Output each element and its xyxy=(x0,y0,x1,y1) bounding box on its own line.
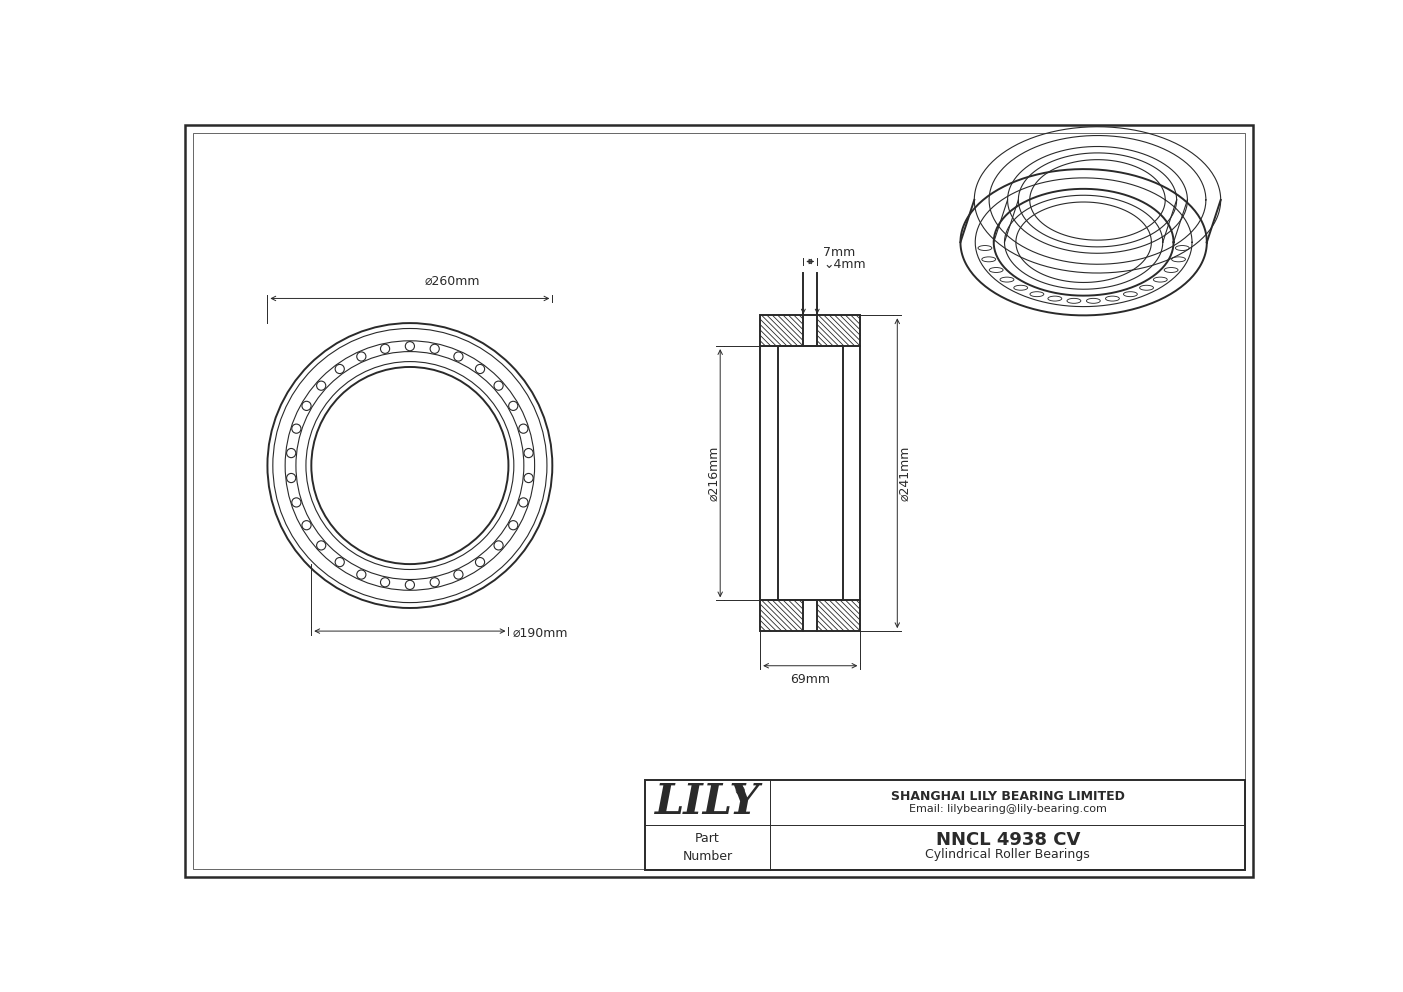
Text: ⌀190mm: ⌀190mm xyxy=(512,627,568,640)
Text: LILY: LILY xyxy=(655,782,760,823)
Text: ⌀260mm: ⌀260mm xyxy=(424,275,480,288)
Text: NNCL 4938 CV: NNCL 4938 CV xyxy=(936,831,1080,849)
Text: SHANGHAI LILY BEARING LIMITED: SHANGHAI LILY BEARING LIMITED xyxy=(891,790,1125,803)
Bar xyxy=(760,315,860,631)
Text: Email: lilybearing@lily-bearing.com: Email: lilybearing@lily-bearing.com xyxy=(909,805,1107,814)
Bar xyxy=(645,780,1246,870)
Text: 69mm: 69mm xyxy=(790,674,831,686)
Text: 7mm: 7mm xyxy=(824,246,856,259)
Text: ⌀241mm: ⌀241mm xyxy=(898,445,912,501)
Text: ⌄4mm: ⌄4mm xyxy=(824,258,866,271)
Text: Cylindrical Roller Bearings: Cylindrical Roller Bearings xyxy=(926,848,1090,861)
Text: ⌀216mm: ⌀216mm xyxy=(707,445,721,501)
Text: ®: ® xyxy=(734,785,746,798)
Text: Part
Number: Part Number xyxy=(682,831,732,863)
